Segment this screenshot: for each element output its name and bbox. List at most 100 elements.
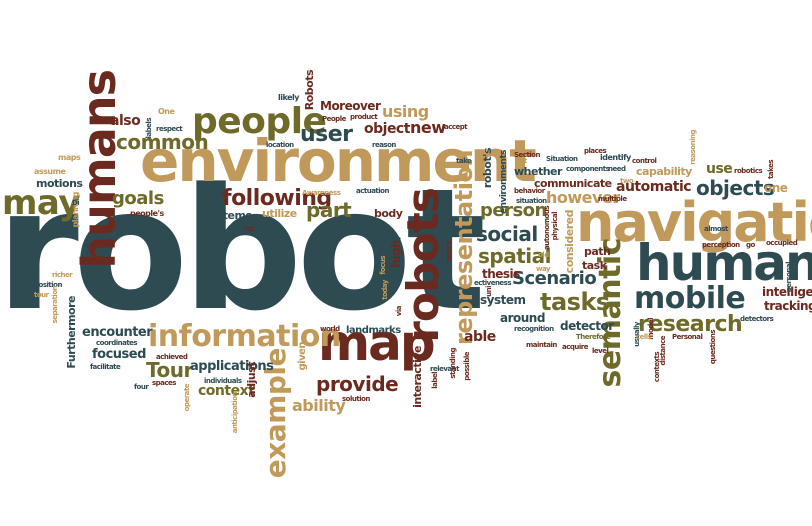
word-human: human xyxy=(636,234,812,292)
word-takes: takes xyxy=(767,160,775,179)
word-user: user xyxy=(300,122,353,147)
word-robotics: robotics xyxy=(734,167,763,175)
word-accept: accept xyxy=(444,123,468,131)
word-robot-s: robot's xyxy=(481,148,494,189)
word-communicate: communicate xyxy=(534,177,612,190)
word-di: Di xyxy=(72,199,80,207)
word-new: new xyxy=(410,118,446,137)
word-perception: perception xyxy=(702,241,740,249)
word-therefore: Therefore xyxy=(576,333,611,341)
word-automatic: automatic xyxy=(616,179,692,195)
word-thesis: thesis xyxy=(482,267,520,281)
word-multiple: multiple xyxy=(598,195,627,203)
word-occupied: occupied xyxy=(766,239,798,247)
word-people-small: People xyxy=(322,115,346,123)
word-need: need xyxy=(608,165,626,173)
word-act: act xyxy=(516,157,527,165)
word-detectors: detectors xyxy=(740,315,774,323)
word-recognition: recognition xyxy=(514,325,554,333)
word-ability: ability xyxy=(292,396,346,415)
word-tour: Tour xyxy=(146,358,193,382)
word-considered: considered xyxy=(563,210,576,274)
word-focus: focus xyxy=(379,256,387,275)
word-mobile: mobile xyxy=(634,281,746,316)
word-information: information xyxy=(148,319,341,354)
word-able: able xyxy=(464,329,496,345)
word-high: high xyxy=(389,240,403,268)
word-path: path xyxy=(584,245,611,258)
word-today: today xyxy=(381,280,389,300)
word-environment: environment xyxy=(140,127,537,195)
word-places: places xyxy=(584,147,607,155)
word-tasks: tasks xyxy=(540,288,610,316)
word-body: body xyxy=(374,207,403,220)
word-contexts: contexts xyxy=(653,352,661,383)
word-richer: richer xyxy=(52,271,73,279)
word-research: research xyxy=(638,312,743,337)
word-product: product xyxy=(350,113,378,121)
word-physical: physical xyxy=(551,212,559,241)
word-part: part xyxy=(306,198,352,222)
word-goals: goals xyxy=(112,188,164,209)
word-people: people xyxy=(192,101,327,142)
word-identify: identify xyxy=(600,153,631,162)
word-anticipation: anticipation xyxy=(231,392,239,434)
word-objects: objects xyxy=(696,176,775,200)
word-go: go xyxy=(746,241,755,249)
word-almost: almost xyxy=(704,225,728,233)
word-common: common xyxy=(116,130,209,154)
word-using: using xyxy=(382,102,429,121)
word-two: two xyxy=(620,177,634,185)
word-metric: metric xyxy=(445,240,453,263)
word-planning: planning xyxy=(71,192,80,228)
word-via: via xyxy=(395,306,403,317)
word-peoples: people's xyxy=(130,209,164,218)
word-system: system xyxy=(480,293,526,307)
word-coordinates: coordinates xyxy=(96,339,138,347)
word-standing: standing xyxy=(449,348,457,379)
word-solution: solution xyxy=(342,395,370,403)
word-humans: humans xyxy=(72,70,126,269)
word-around: around xyxy=(500,311,545,325)
word-person: person xyxy=(480,200,547,221)
word-achieved: achieved xyxy=(156,353,188,361)
word-situation2: situation xyxy=(516,197,547,205)
word-following: following xyxy=(222,186,332,211)
word-landmarks: landmarks xyxy=(346,325,401,336)
word-detector: detector xyxy=(560,319,614,333)
word-position: position xyxy=(34,281,62,289)
word-map: map xyxy=(318,314,436,372)
word-ie: I.e xyxy=(392,235,401,243)
word-label: label xyxy=(431,372,439,389)
word-encounter: encounter xyxy=(82,325,153,340)
word-navigation: navigation xyxy=(576,191,812,254)
word-context: context xyxy=(198,383,255,399)
word-way: way xyxy=(536,265,551,273)
word-intelligent: intelligent xyxy=(762,285,812,299)
word-focused: focused xyxy=(92,347,146,362)
word-reason: reason xyxy=(372,141,396,149)
word-operate: operate xyxy=(183,384,191,412)
word-robot: robot xyxy=(0,152,486,348)
word-relevant: relevant xyxy=(430,365,459,373)
word-facilitate: facilitate xyxy=(90,363,121,371)
word-cells: cells xyxy=(636,333,652,341)
word-components: components xyxy=(566,165,610,173)
word-object: object xyxy=(364,121,410,137)
word-labels: labels xyxy=(145,118,153,139)
word-systems: systems xyxy=(204,209,252,222)
word-moreover: Moreover xyxy=(320,99,381,113)
word-uni: uni xyxy=(485,286,493,297)
word-possible: possible xyxy=(463,352,471,381)
word-section: Section xyxy=(514,151,540,159)
word-task: task xyxy=(582,259,607,272)
word-first: rst xyxy=(244,225,254,233)
word-world: world xyxy=(320,325,340,333)
word-interactive: interactive xyxy=(411,346,424,408)
word-situation: Situation xyxy=(546,155,578,163)
word-respect: respect xyxy=(156,125,183,133)
word-given: given xyxy=(297,342,308,371)
word-assume: assume xyxy=(34,167,66,176)
word-level: level xyxy=(592,347,609,355)
